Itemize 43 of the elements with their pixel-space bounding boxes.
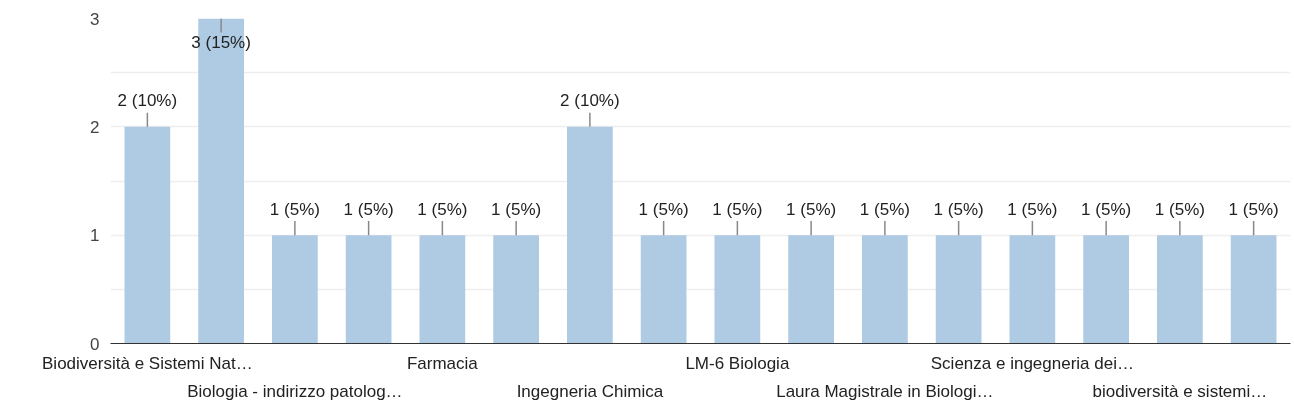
x-tick-label: Farmacia (406, 353, 479, 373)
data-label: 2 (10%) (117, 91, 178, 111)
data-label: 3 (15%) (191, 33, 251, 52)
x-tick-label: Biologia - indirizzo patolog… (187, 381, 403, 401)
data-label: 1 (5%) (1007, 199, 1058, 219)
y-tick-label: 1 (90, 226, 100, 246)
x-tick-label: Ingegneria Chimica (516, 381, 664, 401)
bar (935, 235, 982, 344)
data-label: 1 (5%) (859, 199, 910, 219)
data-label: 1 (5%) (491, 199, 542, 219)
data-label: 1 (5%) (343, 199, 394, 219)
bar (567, 126, 613, 344)
y-tick-label: 2 (90, 117, 100, 137)
bar (1083, 235, 1129, 344)
bar (1230, 235, 1277, 344)
bar (345, 235, 392, 344)
bar (1009, 235, 1056, 344)
y-tick-label: 3 (90, 9, 100, 29)
data-label: 1 (5%) (1081, 199, 1132, 219)
bar (419, 235, 466, 344)
x-tick-label: Biodiversità e Sistemi Nat… (42, 353, 253, 373)
data-label: 1 (5%) (269, 199, 320, 219)
x-tick-label: LM-6 Biologia (685, 353, 790, 373)
data-label: 1 (5%) (712, 199, 763, 219)
bar (272, 235, 318, 344)
data-label: 2 (10%) (560, 91, 620, 111)
data-label: 1 (5%) (638, 199, 689, 219)
x-tick-label: Laura Magistrale in Biologi… (776, 381, 994, 401)
bar (640, 235, 687, 344)
bar (493, 235, 539, 344)
y-tick-label: 0 (90, 334, 100, 354)
x-tick-label: biodiversità e sistemi… (1092, 381, 1268, 401)
data-label: 1 (5%) (417, 199, 468, 219)
x-tick-label: Scienza e ingegneria dei… (930, 353, 1134, 373)
bar (788, 235, 834, 344)
data-label: 1 (5%) (933, 199, 984, 219)
data-label: 1 (5%) (786, 199, 837, 219)
bar (1157, 235, 1203, 344)
data-label: 1 (5%) (1154, 199, 1205, 219)
bar (862, 235, 908, 344)
bar (714, 235, 761, 344)
data-label: 1 (5%) (1228, 199, 1279, 219)
bar (124, 126, 171, 344)
